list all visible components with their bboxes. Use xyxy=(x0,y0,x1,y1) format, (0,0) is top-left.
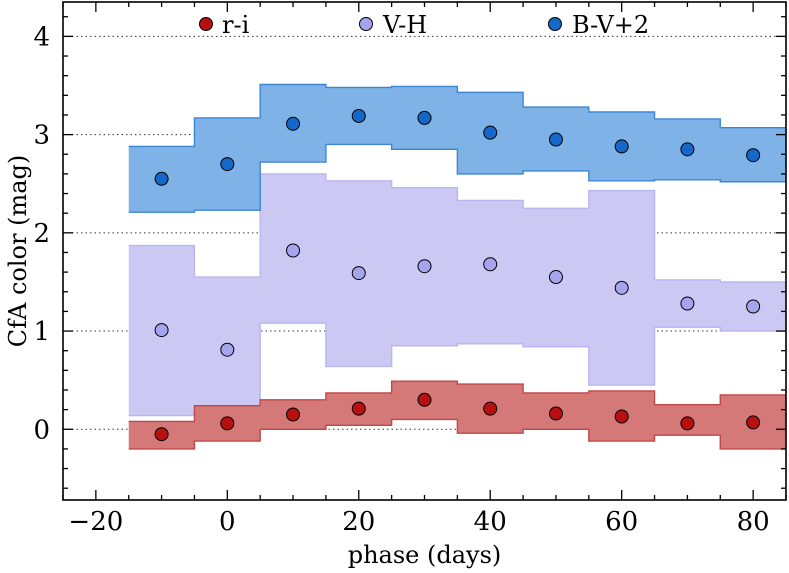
y-tick-label: 4 xyxy=(33,22,50,52)
point-b-v-plus-2 xyxy=(680,142,695,157)
point-v-h xyxy=(220,342,235,357)
band-lower-edge-v-h xyxy=(128,322,786,417)
point-b-v-plus-2 xyxy=(286,116,301,131)
point-b-v-plus-2 xyxy=(351,108,366,123)
point-r-i xyxy=(614,409,629,424)
point-v-h xyxy=(614,280,629,295)
band-lower-edge-r-i xyxy=(128,418,786,450)
legend-marker-b-v-plus-2 xyxy=(548,17,562,31)
legend: r-i V-H B-V+2 xyxy=(199,11,649,39)
point-b-v-plus-2 xyxy=(483,125,498,140)
legend-marker-v-h xyxy=(359,17,373,31)
point-r-i xyxy=(548,406,563,421)
x-tick-label: 60 xyxy=(605,507,638,537)
point-b-v-plus-2 xyxy=(614,139,629,154)
data-points xyxy=(154,108,761,442)
band-lower-edge-b-v-plus-2 xyxy=(128,143,786,213)
band-upper-edge-b-v-plus-2 xyxy=(128,83,786,148)
point-v-h xyxy=(680,296,695,311)
point-v-h xyxy=(417,259,432,274)
point-v-h xyxy=(351,266,366,281)
point-b-v-plus-2 xyxy=(417,110,432,125)
error-bands xyxy=(128,83,786,450)
legend-marker-r-i xyxy=(199,17,213,31)
point-v-h xyxy=(746,299,761,314)
point-b-v-plus-2 xyxy=(154,171,169,186)
band-upper-edge-v-h xyxy=(128,173,786,283)
point-b-v-plus-2 xyxy=(548,132,563,147)
legend-label-v-h: V-H xyxy=(382,11,427,39)
point-b-v-plus-2 xyxy=(220,157,235,172)
point-r-i xyxy=(483,401,498,416)
y-tick-label: 1 xyxy=(33,317,50,347)
legend-label-r-i: r-i xyxy=(222,11,250,39)
point-v-h xyxy=(548,270,563,285)
tick-labels: −20 0 20 40 60 80 0 1 2 3 4 xyxy=(33,22,769,537)
x-axis-title: phase (days) xyxy=(348,541,502,569)
point-r-i xyxy=(680,416,695,431)
point-r-i xyxy=(351,401,366,416)
axis-ticks xyxy=(62,2,787,500)
legend-label-b-v-plus-2: B-V+2 xyxy=(572,11,649,39)
point-v-h xyxy=(483,257,498,272)
point-v-h xyxy=(154,323,169,338)
band-r-i xyxy=(128,381,786,449)
y-axis-title: CfA color (mag) xyxy=(4,155,32,347)
point-r-i xyxy=(746,415,761,430)
point-r-i xyxy=(154,427,169,442)
x-tick-label: 80 xyxy=(737,507,770,537)
x-tick-label: 0 xyxy=(219,507,236,537)
point-r-i xyxy=(417,392,432,407)
band-upper-edge-r-i xyxy=(128,380,786,423)
y-tick-label: 2 xyxy=(33,219,50,249)
y-tick-label: 3 xyxy=(33,121,50,151)
x-tick-label: −20 xyxy=(68,507,123,537)
point-b-v-plus-2 xyxy=(746,148,761,163)
y-tick-label: 0 xyxy=(33,415,50,445)
point-v-h xyxy=(286,243,301,258)
x-tick-label: 20 xyxy=(342,507,375,537)
x-tick-label: 40 xyxy=(474,507,507,537)
band-v-h xyxy=(128,173,786,416)
point-r-i xyxy=(220,416,235,431)
point-r-i xyxy=(286,407,301,422)
